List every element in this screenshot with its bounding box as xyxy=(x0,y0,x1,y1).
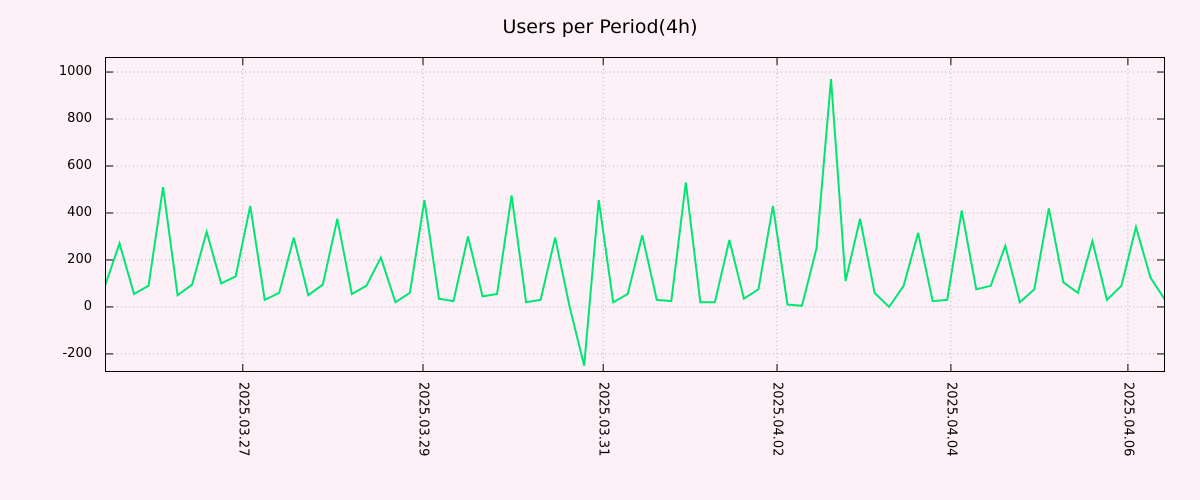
x-tick-label: 2025.04.04 xyxy=(943,382,959,457)
y-tick-label: -200 xyxy=(62,345,92,361)
x-tick-label: 2025.04.02 xyxy=(769,382,785,457)
y-tick-label: 600 xyxy=(67,157,92,173)
x-tick-label: 2025.03.27 xyxy=(235,382,251,457)
y-tick-label: 400 xyxy=(67,204,92,220)
plot-border xyxy=(105,57,1165,372)
x-tick-label: 2025.03.29 xyxy=(415,382,431,457)
x-tick-label: 2025.04.06 xyxy=(1120,382,1136,457)
y-tick-label: 200 xyxy=(67,251,92,267)
y-tick-label: 0 xyxy=(83,298,92,314)
series-line-users xyxy=(105,78,1165,366)
x-tick-label: 2025.03.31 xyxy=(595,382,611,457)
chart-title: Users per Period(4h) xyxy=(502,16,698,38)
chart-svg xyxy=(105,57,1165,372)
y-tick-label: 1000 xyxy=(58,64,92,80)
y-tick-label: 800 xyxy=(67,111,92,126)
